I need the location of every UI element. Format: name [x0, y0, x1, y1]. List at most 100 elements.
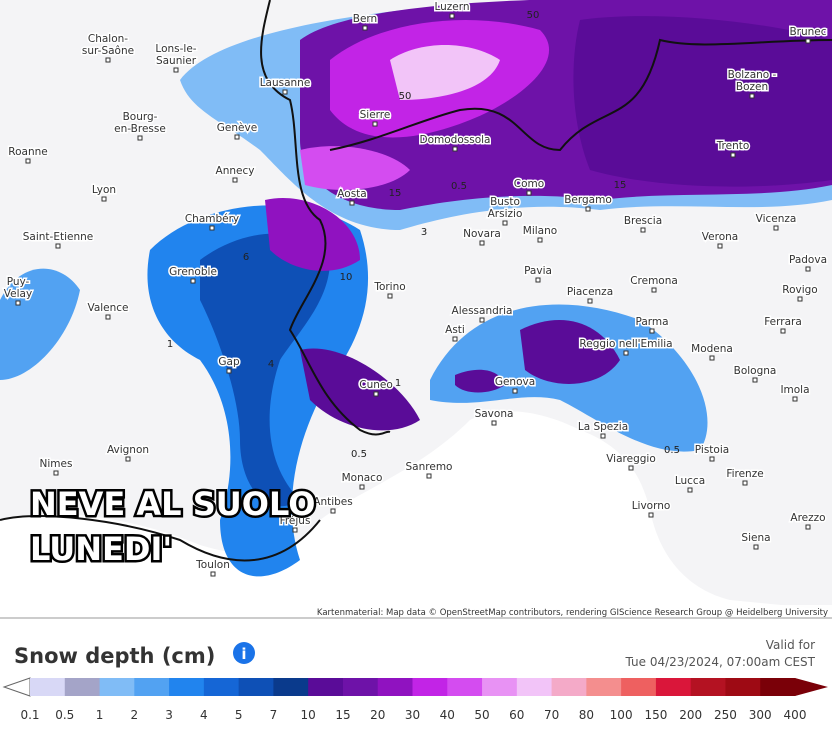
contour-label: 50: [527, 10, 540, 21]
colorbar-arrow-left: [2, 677, 31, 697]
colorbar-bin: [760, 678, 796, 696]
city-label: Fréjus: [280, 515, 311, 527]
colorbar-bin: [273, 678, 309, 696]
colorbar-bin: [308, 678, 344, 696]
city-dot: [137, 135, 143, 141]
city-dot: [649, 328, 655, 334]
city-dot: [190, 278, 196, 284]
city-label: Novara: [463, 228, 501, 240]
city-label: Bern: [353, 13, 377, 25]
colorbar-bin: [655, 678, 692, 696]
city-dot: [512, 388, 518, 394]
colorbar-tick-label: 400: [784, 708, 807, 722]
city-dot: [805, 266, 811, 272]
city-label: Pistoia: [695, 444, 729, 456]
overlay-text: LUNEDI': [30, 530, 172, 568]
colorbar-bin: [134, 678, 170, 696]
city-dot: [742, 480, 748, 486]
colorbar-tick-label: 4: [200, 708, 208, 722]
city-dot: [749, 93, 755, 99]
city-dot: [687, 487, 693, 493]
city-dot: [232, 177, 238, 183]
borders: [0, 0, 832, 562]
city-dot: [282, 89, 288, 95]
colorbar-tick-label: 150: [644, 708, 667, 722]
city-dot: [173, 67, 179, 73]
city-dot: [234, 134, 240, 140]
city-dot: [537, 237, 543, 243]
colorbar-bin: [377, 678, 413, 696]
city-dot: [600, 433, 606, 439]
city-label: Cremona: [630, 275, 678, 287]
city-dot: [55, 243, 61, 249]
city-dot: [805, 38, 811, 44]
colorbar-bin: [169, 678, 205, 696]
attribution: Kartenmaterial: Map data © OpenStreetMap…: [317, 608, 828, 618]
city-dot: [226, 368, 232, 374]
city-label: Saint-Etienne: [23, 231, 93, 243]
colorbar-tick-label: 30: [405, 708, 420, 722]
info-icon[interactable]: [233, 642, 255, 664]
colorbar-tick-label: 80: [579, 708, 594, 722]
city-dot: [359, 484, 365, 490]
city-label: Bourg-: [123, 111, 158, 123]
city-label: Roanne: [8, 146, 47, 158]
city-label: Arezzo: [790, 512, 825, 524]
city-dot: [502, 220, 508, 226]
legend-title: Snow depth (cm): [14, 644, 215, 668]
city-dot: [449, 13, 455, 19]
city-label: Sierre: [360, 109, 391, 121]
colorbar-tick-label: 20: [370, 708, 385, 722]
city-label: Lausanne: [260, 77, 311, 89]
city-dot: [773, 225, 779, 231]
city-dot: [491, 420, 497, 426]
colorbar-tick-label: 3: [165, 708, 173, 722]
city-dot: [753, 544, 759, 550]
city-dot: [752, 377, 758, 383]
colorbar-tick-label: 0.1: [20, 708, 39, 722]
colorbar-tick-label: 10: [301, 708, 316, 722]
colorbar-tick-label: 1: [96, 708, 104, 722]
colorbar-bin: [238, 678, 274, 696]
city-label: Trento: [716, 140, 750, 152]
colorbar-tick-label: 40: [440, 708, 455, 722]
snow-field: [0, 0, 832, 577]
city-label: Lons-le-: [155, 43, 196, 55]
city-dot: [105, 314, 111, 320]
city-label: sur-Saône: [82, 45, 134, 57]
contour-label: 1: [167, 339, 173, 350]
city-label: Bozen: [736, 81, 768, 93]
colorbar-bin: [203, 678, 240, 696]
city-label: Toulon: [195, 559, 230, 571]
colorbar-tick-label: 50: [474, 708, 489, 722]
city-dot: [373, 391, 379, 397]
contour-label: 50: [399, 91, 412, 102]
city-label: Lyon: [92, 184, 116, 196]
city-label: Genève: [217, 122, 257, 134]
contour-label: 1: [395, 378, 401, 389]
colorbar-bin: [99, 678, 135, 696]
city-dot: [526, 190, 532, 196]
city-dot: [372, 121, 378, 127]
city-label: Livorno: [632, 500, 671, 512]
valid-label: Valid for: [766, 638, 815, 652]
colorbar-bin: [447, 678, 483, 696]
colorbar: 0.1 0.5 1 2 3 4 5 7 10 15 20 30 40 50 60 70 80 100 150 200 2…: [2, 677, 828, 722]
city-label: Piacenza: [567, 286, 613, 298]
valid-time: Tue 04/23/2024, 07:00am CEST: [625, 655, 816, 669]
city-label: en-Bresse: [114, 123, 166, 135]
city-label: Savona: [475, 408, 514, 420]
city-dot: [452, 146, 458, 152]
contour-labels: 50 50 15 10 6 4 1 0.5 0.5 0.5 1 3 15: [167, 10, 680, 460]
city-dot: [805, 524, 811, 530]
city-label: Brunec: [789, 26, 826, 38]
city-label: Bolzano -: [728, 69, 777, 81]
city-label: Brescia: [624, 215, 662, 227]
city-dot: [780, 328, 786, 334]
contour-label: 10: [340, 272, 353, 283]
city-label: Monaco: [342, 472, 383, 484]
colorbar-tick-label: 100: [610, 708, 633, 722]
colorbar-bin: [725, 678, 761, 696]
city-dot: [362, 25, 368, 31]
colorbar-tick-label: 5: [235, 708, 243, 722]
